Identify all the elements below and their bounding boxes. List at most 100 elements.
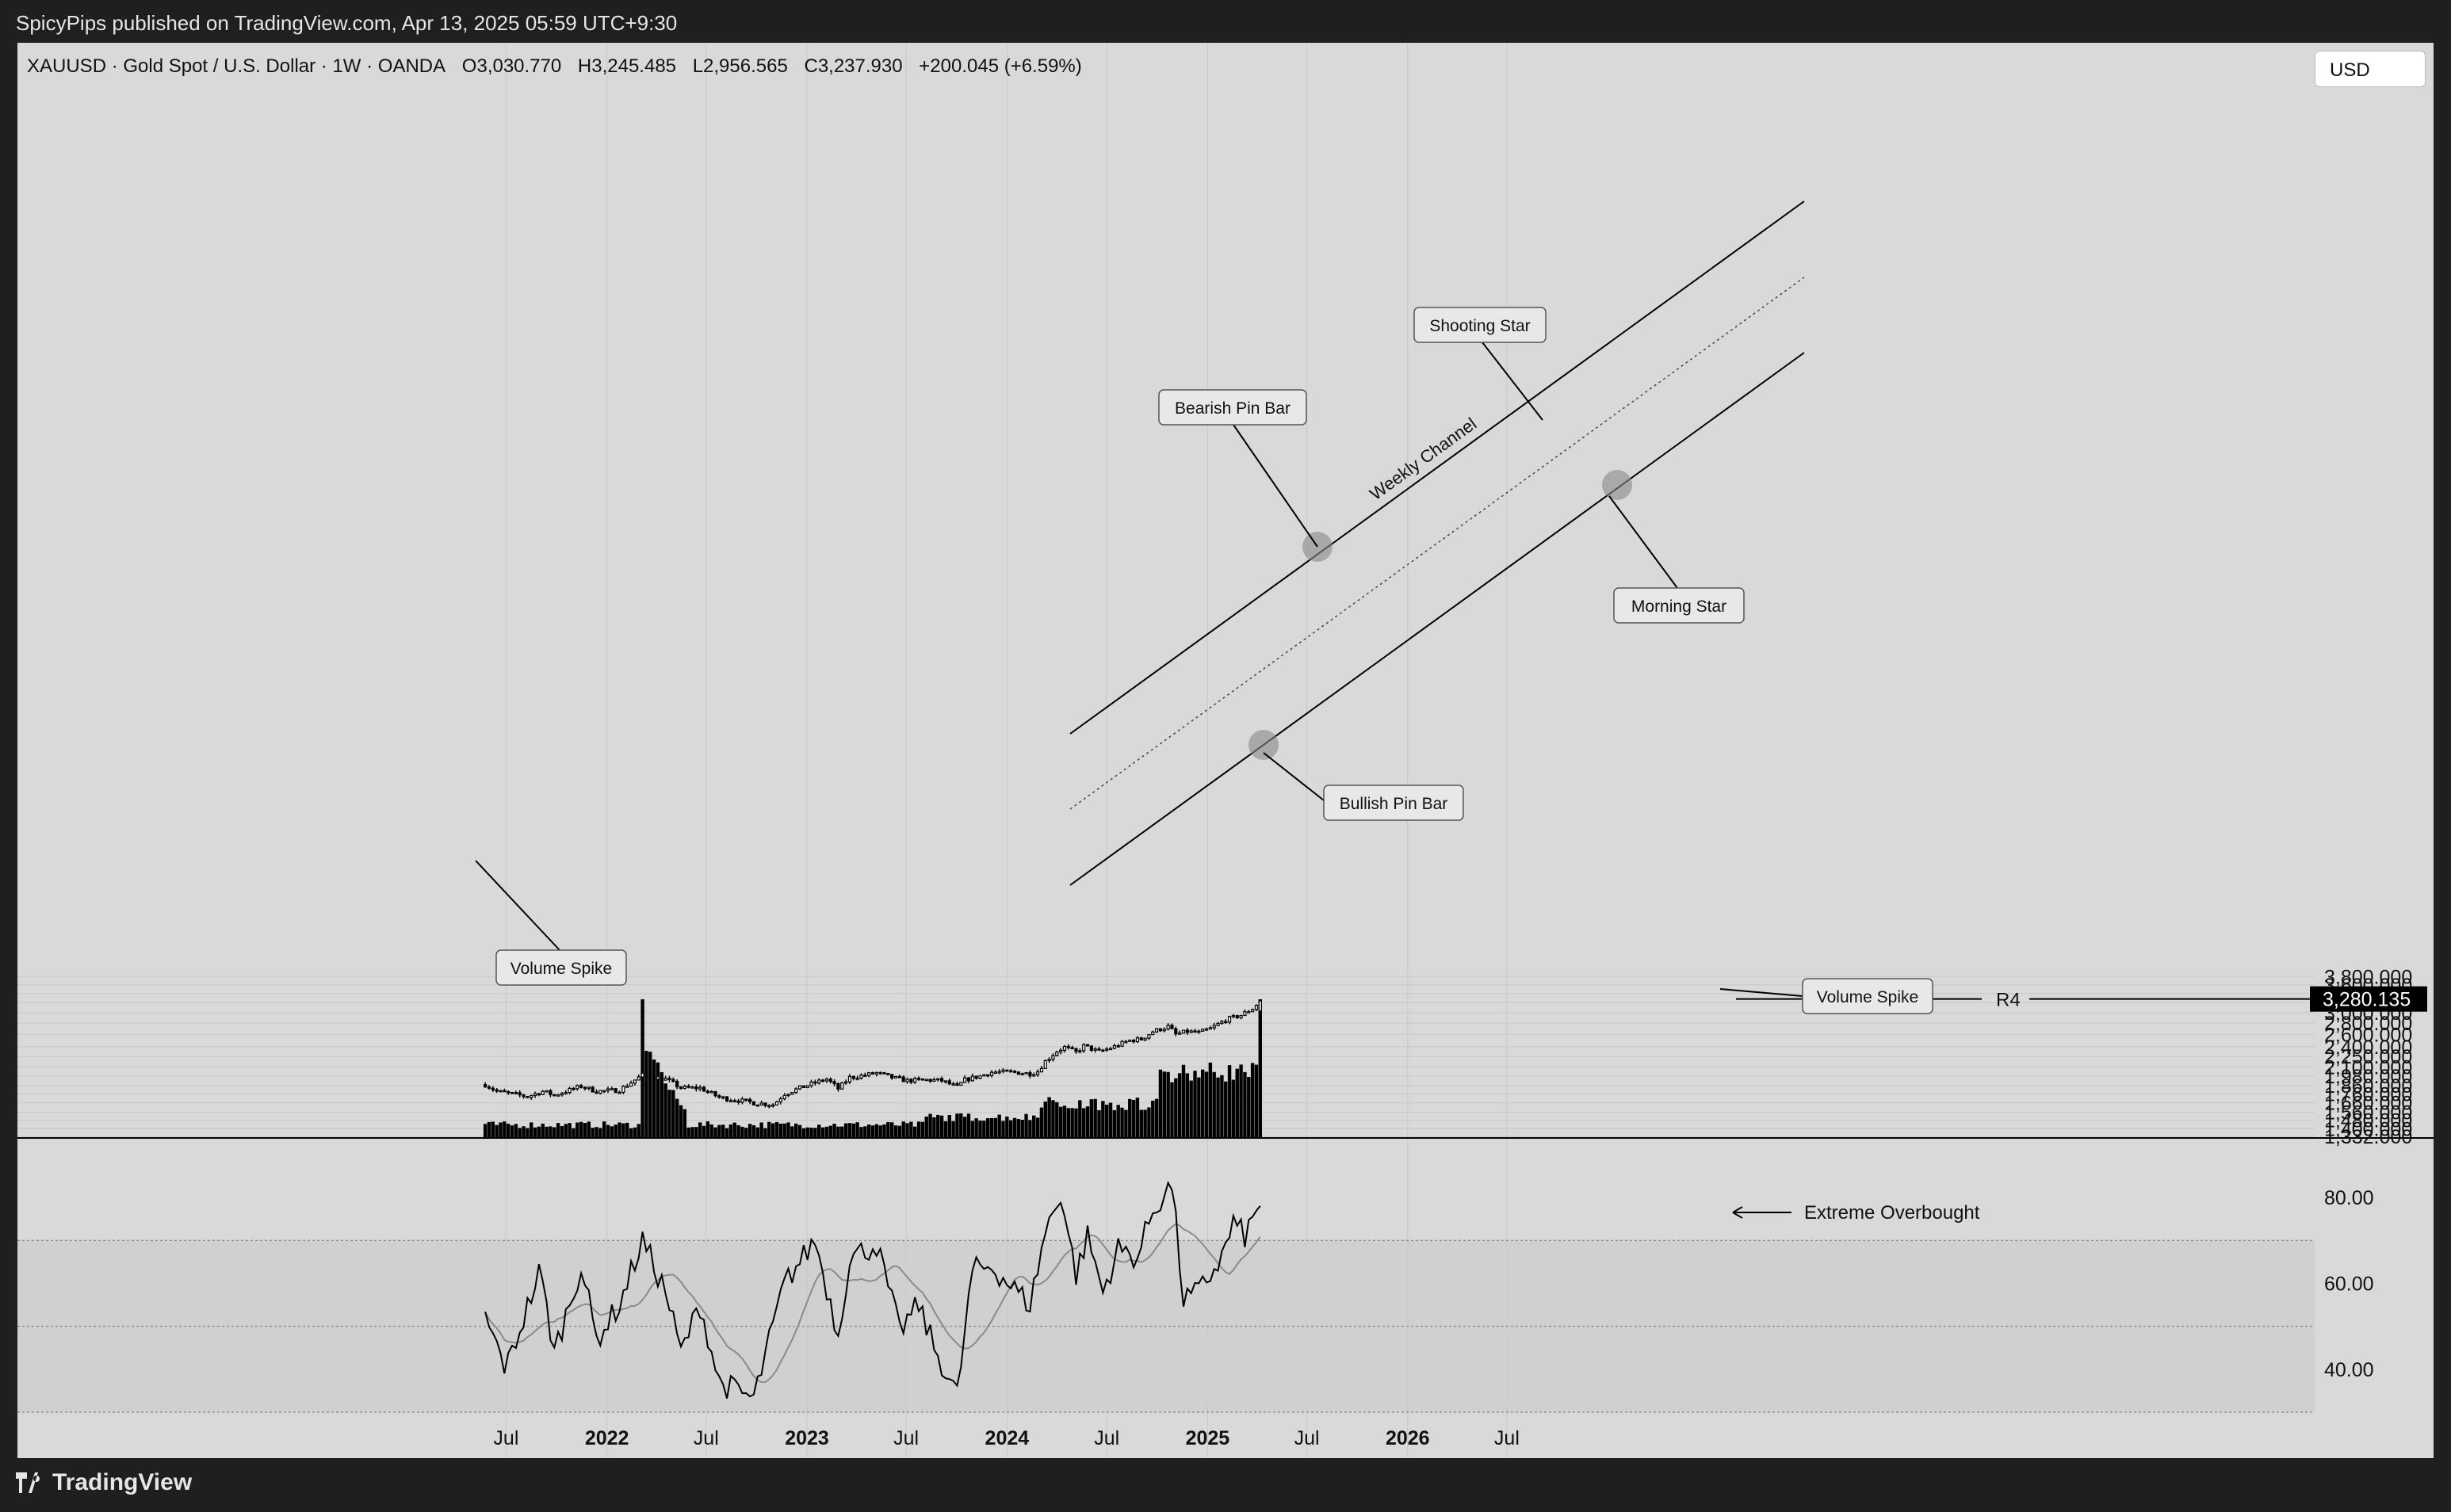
candle-body: [836, 1082, 840, 1090]
shooting-star-pointer: [1482, 342, 1543, 421]
volume-bar: [1243, 1071, 1247, 1138]
volume-spike-2-box[interactable]: [1802, 978, 1933, 1014]
volume-bar: [1078, 1100, 1082, 1138]
time-axis-label: Jul: [1294, 1427, 1320, 1449]
candle-body: [1082, 1044, 1086, 1052]
candle-body: [867, 1072, 871, 1076]
volume-bar: [859, 1127, 863, 1138]
candle-body: [614, 1088, 618, 1094]
candle-body: [759, 1102, 763, 1105]
volume-bar: [595, 1127, 598, 1138]
volume-bar: [793, 1123, 798, 1138]
candle-body: [993, 1071, 997, 1074]
volume-bar: [1024, 1113, 1028, 1138]
candle-body: [1162, 1028, 1166, 1032]
volume-bar: [483, 1124, 488, 1138]
candle-body: [487, 1086, 491, 1089]
candle-body: [683, 1086, 686, 1090]
volume-bar: [1185, 1073, 1190, 1138]
volume-bar: [832, 1124, 836, 1138]
channel-lower-line[interactable]: [1069, 352, 1805, 886]
symbol-legend[interactable]: XAUUSD · Gold Spot / U.S. Dollar · 1W · …: [27, 55, 1093, 78]
volume-bar: [625, 1122, 629, 1138]
candle-body: [794, 1088, 798, 1094]
volume-bar: [614, 1124, 618, 1138]
shooting-star-box[interactable]: [1413, 307, 1547, 343]
candle-body: [1128, 1039, 1132, 1042]
morning-star-box[interactable]: [1613, 587, 1745, 624]
candle-body: [526, 1096, 530, 1098]
volume-bars: [483, 999, 1262, 1138]
candle-body: [1055, 1051, 1059, 1056]
rsi-axis-label: 40.00: [2324, 1359, 2374, 1381]
tradingview-logo[interactable]: TradingView: [16, 1469, 192, 1496]
bullish-pin-bar-box[interactable]: [1323, 785, 1464, 821]
candle-body: [583, 1086, 587, 1090]
volume-bar: [767, 1121, 771, 1138]
channel-midline[interactable]: [1069, 277, 1805, 810]
candlesticks[interactable]: [484, 1000, 1262, 1109]
weekly-channel-label: Weekly Channel: [1366, 414, 1480, 504]
candle-body: [1181, 1029, 1186, 1034]
channel-upper-line[interactable]: [1069, 200, 1805, 735]
candle-body: [824, 1079, 828, 1082]
annotations[interactable]: Bearish Pin Bar Shooting Star Morning Star…: [475, 307, 1980, 1224]
price-axis-label: 1,860.000: [2324, 1075, 2412, 1098]
candle-body: [755, 1104, 759, 1107]
chart-frame[interactable]: [17, 43, 2434, 1458]
candle-body: [913, 1078, 917, 1083]
volume-spike-1-box[interactable]: [495, 949, 627, 986]
volume-bar: [997, 1114, 1001, 1138]
volume-bar: [1055, 1102, 1059, 1138]
volume-bar: [1089, 1099, 1094, 1138]
candle-body: [694, 1086, 698, 1090]
volume-bar: [751, 1124, 756, 1138]
candle-body: [575, 1085, 579, 1090]
candle-body: [1120, 1040, 1124, 1047]
candle-body: [1089, 1045, 1093, 1051]
volume-bar: [748, 1124, 752, 1138]
volume-bar: [924, 1117, 928, 1138]
candle-body: [507, 1090, 510, 1094]
bullish-pin-bar-label: Bullish Pin Bar: [1340, 795, 1448, 813]
volume-bar: [1058, 1106, 1063, 1138]
candle-body: [909, 1079, 913, 1083]
candle-body: [686, 1086, 690, 1088]
grid-lines: [17, 43, 2315, 1457]
bearish-pin-bar-pointer: [1233, 424, 1318, 548]
volume-bar: [840, 1126, 844, 1138]
bearish-pin-bar-box[interactable]: [1158, 389, 1307, 426]
volume-bar: [1212, 1071, 1216, 1138]
candle-body: [763, 1102, 767, 1106]
volume-bar: [1200, 1069, 1205, 1138]
price-axis-label: 2,400.000: [2324, 1037, 2412, 1059]
candle-body: [978, 1075, 982, 1079]
volume-bar: [1005, 1116, 1009, 1138]
volume-bar: [909, 1121, 913, 1138]
volume-bar: [717, 1124, 721, 1138]
candle-body: [874, 1071, 878, 1075]
candle-body: [1043, 1060, 1047, 1069]
time-axis-label: Jul: [694, 1427, 719, 1449]
candle-body: [939, 1078, 944, 1082]
volume-bar: [1108, 1102, 1113, 1138]
volume-bar: [1047, 1097, 1051, 1138]
volume-bar: [970, 1121, 975, 1138]
volume-bar: [1216, 1077, 1220, 1138]
published-by-text: SpicyPips published on TradingView.com, …: [16, 11, 678, 35]
candle-body: [1101, 1049, 1105, 1052]
last-price-tag: [2310, 986, 2427, 1012]
candle-body: [916, 1078, 921, 1080]
volume-bar: [916, 1121, 921, 1138]
volume-bar: [1197, 1077, 1201, 1138]
candle-body: [1093, 1048, 1097, 1051]
currency-button[interactable]: USD: [2315, 51, 2426, 87]
ohlc-close: C3,237.930: [804, 55, 903, 77]
volume-bar: [568, 1123, 572, 1138]
weekly-channel[interactable]: Weekly Channel: [1069, 200, 1805, 886]
ohlc-open: O3,030.770: [461, 55, 562, 77]
candle-body: [499, 1090, 503, 1093]
candle-body: [560, 1093, 564, 1096]
candle-body: [705, 1090, 709, 1094]
